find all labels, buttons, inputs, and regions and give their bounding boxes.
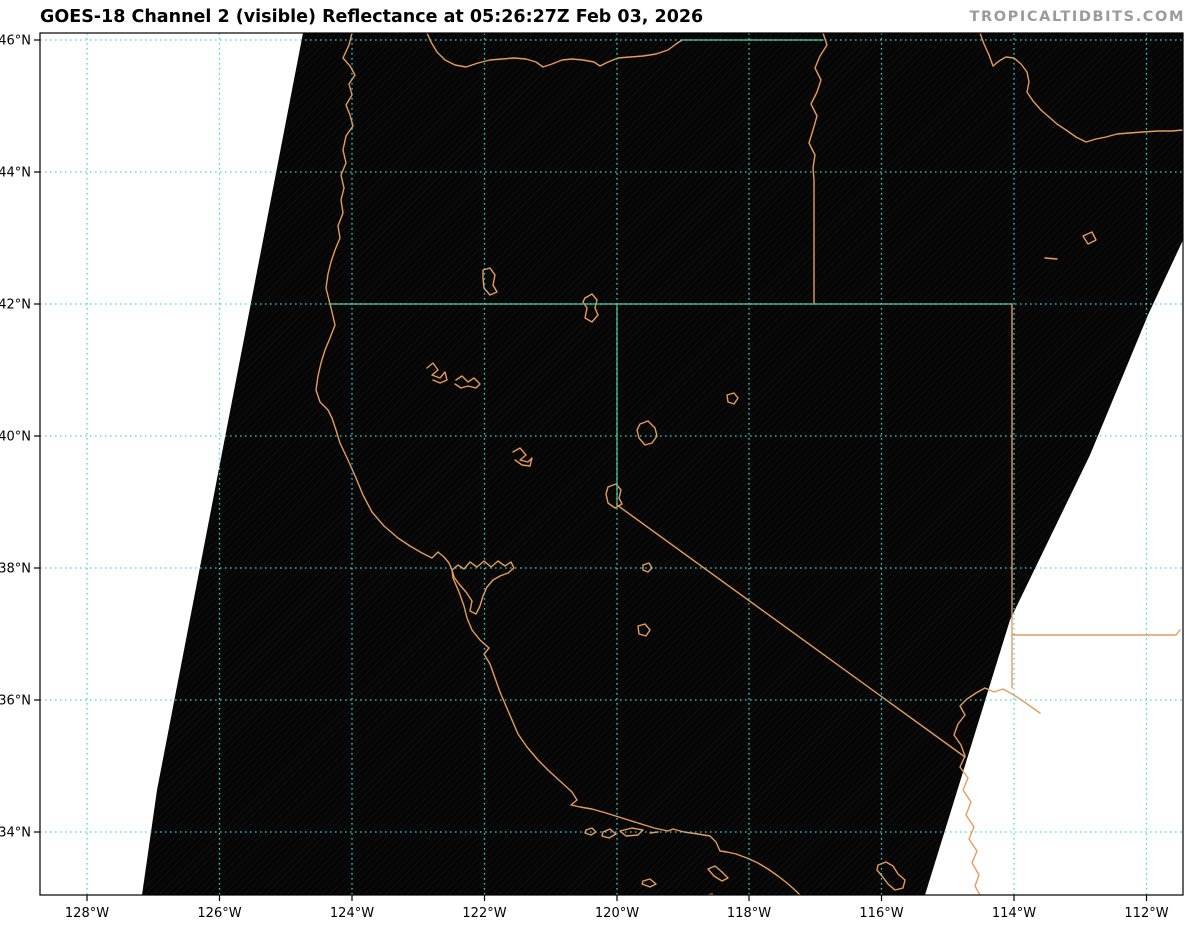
lat-label-38n: 38°N	[0, 562, 31, 577]
lake-oroville	[512, 447, 533, 467]
lat-label-36n: 36°N	[0, 694, 31, 709]
lat-label-34n: 34°N	[0, 826, 31, 841]
san-francisco-bay	[451, 560, 515, 615]
graticule	[40, 33, 1183, 895]
ca-nv-diagonal-border	[616, 504, 966, 758]
lon-label-116w: 116°W	[859, 906, 903, 921]
map-overlay-group	[315, 33, 1183, 895]
idaho-lake-dash	[1044, 257, 1058, 260]
satellite-swath	[142, 33, 1183, 895]
lat-label-44n: 44°N	[0, 166, 31, 181]
santa-catalina-island	[707, 865, 729, 882]
lon-label-120w: 120°W	[595, 906, 639, 921]
tick-marks	[34, 39, 1148, 901]
lon-label-114w: 114°W	[992, 906, 1036, 921]
tropicaltidbits-watermark: TROPICALTIDBITS.COM	[969, 9, 1185, 25]
lat-label-42n: 42°N	[0, 298, 31, 313]
salton-sea	[876, 861, 906, 891]
upper-klamath-lake	[482, 267, 498, 296]
lat-label-40n: 40°N	[0, 430, 31, 445]
satellite-swath-group	[142, 33, 1183, 895]
lon-label-118w: 118°W	[727, 906, 771, 921]
idaho-lake-triangle	[1082, 231, 1097, 245]
lat-label-46n: 46°N	[0, 34, 31, 49]
lon-label-124w: 124°W	[330, 906, 374, 921]
mono-lake	[642, 562, 653, 573]
anacapa-island	[649, 831, 659, 834]
plot-border	[39, 32, 1184, 896]
sierra-foothill-lake	[637, 623, 651, 637]
san-nicolas-island	[705, 893, 714, 895]
trinity-lake	[454, 375, 481, 389]
lon-label-128w: 128°W	[65, 906, 109, 921]
lon-label-122w: 122°W	[462, 906, 506, 921]
pacific-coastline	[315, 33, 801, 895]
shasta-lake	[426, 362, 448, 384]
lon-label-126w: 126°W	[197, 906, 241, 921]
santa-rosa-island	[601, 828, 617, 839]
lat-axis-labels: 46°N 44°N 42°N 40°N 38°N 36°N 34°N	[0, 34, 31, 841]
lon-label-112w: 112°W	[1124, 906, 1168, 921]
walker-lake	[726, 392, 739, 405]
pyramid-lake	[636, 420, 658, 446]
san-clemente-island	[641, 878, 657, 888]
columbia-river-border	[426, 33, 683, 68]
goose-lake	[582, 293, 599, 323]
page-title: GOES-18 Channel 2 (visible) Reflectance …	[40, 7, 703, 27]
id-mt-border	[979, 33, 1183, 143]
ut-az-border	[1011, 629, 1181, 636]
snake-river-or-id-border	[808, 33, 828, 305]
colorado-river-border	[953, 687, 1041, 895]
lon-axis-labels: 128°W 126°W 124°W 122°W 120°W 118°W 116°…	[65, 906, 1169, 921]
